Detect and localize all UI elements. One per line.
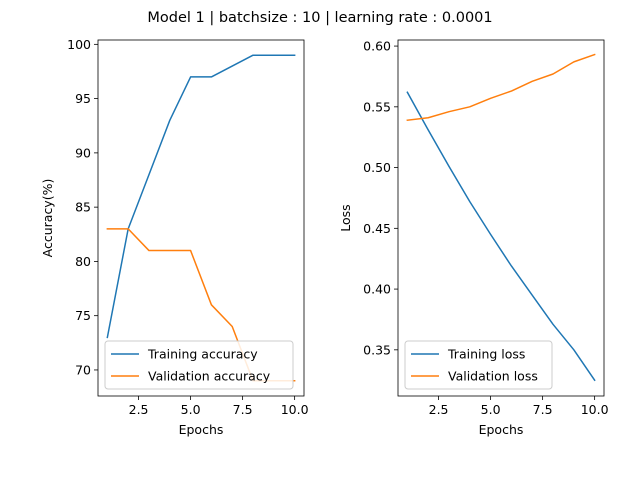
accuracy-chart: 2.5 5.0 7.5 10.0 70 75 80 85 90 95 100 Epochs Accura…	[40, 37, 309, 437]
accuracy-y-tick-label: 100	[67, 37, 91, 52]
loss-x-tick-label: 5.0	[481, 402, 501, 417]
loss-series-line-0	[406, 91, 596, 382]
accuracy-x-tick-label: 2.5	[129, 402, 149, 417]
loss-y-tick-label: 0.40	[363, 282, 391, 297]
loss-y-tick-label: 0.35	[363, 342, 391, 357]
accuracy-y-tick-label: 75	[75, 308, 91, 323]
loss-y-tick-label: 0.45	[363, 221, 391, 236]
accuracy-y-tick-label: 70	[75, 362, 91, 377]
loss-y-tick-label: 0.55	[363, 99, 391, 114]
accuracy-y-axis-label: Accuracy(%)	[40, 179, 55, 258]
accuracy-legend-label-1: Validation accuracy	[148, 369, 271, 384]
loss-y-tick-label: 0.60	[363, 39, 391, 54]
loss-legend-box	[404, 340, 553, 390]
accuracy-x-tick-label: 7.5	[233, 402, 253, 417]
accuracy-x-tick-label: 10.0	[281, 402, 309, 417]
loss-series-line-1	[406, 53, 596, 122]
loss-legend-label-1: Validation loss	[448, 369, 538, 384]
accuracy-y-tick-label: 95	[75, 91, 91, 106]
loss-x-tick-label: 10.0	[581, 402, 609, 417]
accuracy-plot-frame	[97, 39, 305, 397]
loss-x-tick-label: 2.5	[429, 402, 449, 417]
loss-y-axis-label: Loss	[338, 204, 353, 231]
figure-title: Model 1 | batchsize : 10 | learning rate…	[147, 10, 492, 26]
accuracy-legend-box	[104, 340, 294, 390]
loss-legend-label-0: Training loss	[447, 347, 525, 362]
accuracy-y-tick-label: 80	[75, 254, 91, 269]
accuracy-legend-label-0: Training accuracy	[147, 347, 258, 362]
accuracy-x-tick-label: 5.0	[181, 402, 201, 417]
loss-y-tick-label: 0.50	[363, 160, 391, 175]
loss-x-axis-label: Epochs	[479, 422, 524, 437]
loss-plot-frame	[397, 39, 605, 397]
accuracy-x-axis-label: Epochs	[179, 422, 224, 437]
loss-x-tick-label: 7.5	[533, 402, 553, 417]
accuracy-y-tick-label: 85	[75, 200, 91, 215]
loss-chart: 2.5 5.0 7.5 10.0 0.35 0.40 0.45 0.50 0.55 0.60 Epo…	[338, 39, 609, 437]
accuracy-y-tick-label: 90	[75, 145, 91, 160]
accuracy-series-line-0	[106, 54, 296, 339]
